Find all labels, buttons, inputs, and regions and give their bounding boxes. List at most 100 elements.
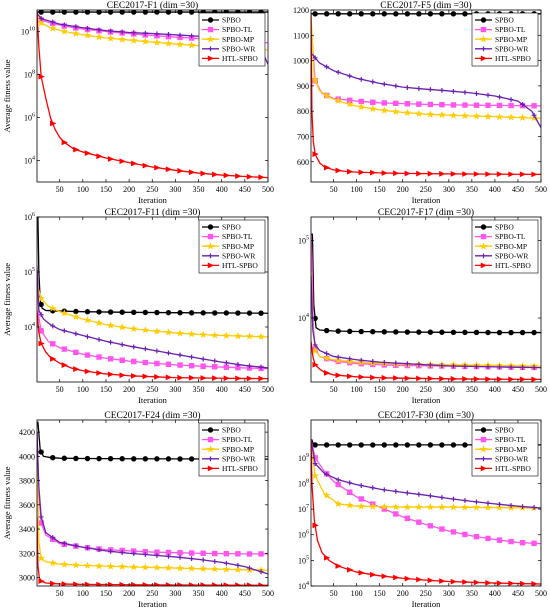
series-marker-spbo-mp	[472, 112, 481, 120]
series-marker-spbo-wr	[38, 514, 44, 520]
x-tick-label: 350	[193, 589, 205, 598]
y-axis-label: Average fitness value	[2, 59, 12, 132]
x-tick-label: 150	[374, 385, 386, 394]
x-tick-label: 350	[193, 185, 205, 194]
series-marker-spbo-tl	[165, 549, 172, 556]
series-marker-spbo-wr	[119, 29, 125, 35]
series-marker-spbo	[154, 10, 160, 15]
series-marker-spbo	[38, 449, 44, 455]
series-marker-htl-spbo	[223, 375, 230, 382]
x-tick-label: 300	[169, 589, 181, 598]
series-marker-spbo-mp	[222, 331, 231, 339]
series-marker-htl-spbo	[462, 376, 469, 382]
series-marker-spbo	[508, 329, 514, 336]
series-marker-spbo-wr	[439, 495, 445, 500]
y-axis-label: Average fitness value	[2, 263, 12, 336]
x-tick-label: 200	[397, 185, 409, 194]
series-marker-htl-spbo	[188, 374, 196, 381]
series-marker-htl-spbo	[358, 169, 365, 176]
series-marker-htl-spbo	[370, 374, 377, 381]
series-marker-spbo-tl	[107, 356, 114, 362]
plot-area	[311, 233, 541, 382]
series-marker-spbo-wr	[347, 480, 353, 486]
x-tick-label: 300	[443, 185, 455, 194]
legend-marker-spbo	[207, 427, 214, 433]
y-tick-label: 3600	[19, 501, 35, 510]
series-marker-htl-spbo	[393, 170, 400, 177]
series-marker-htl-spbo	[404, 375, 411, 382]
series-marker-spbo	[131, 10, 137, 15]
x-tick-label: 250	[146, 185, 158, 194]
series-marker-spbo-wr	[474, 364, 479, 369]
series-marker-spbo-wr	[177, 352, 183, 358]
series-marker-spbo-mp	[176, 40, 184, 48]
series-marker-spbo-wr	[497, 94, 502, 100]
y-tick-label: 105	[298, 235, 309, 245]
series-marker-htl-spbo	[131, 160, 138, 167]
series-marker-spbo-mp	[484, 503, 492, 511]
series-marker-spbo-wr	[200, 557, 206, 563]
legend-marker-spbo-tl	[480, 26, 487, 33]
series-marker-spbo	[212, 310, 218, 316]
series-marker-spbo-wr	[439, 88, 445, 93]
series-marker-spbo-mp	[472, 503, 481, 511]
x-tick-label: 400	[216, 589, 228, 598]
series-marker-htl-spbo	[508, 171, 515, 178]
series-marker-spbo	[200, 310, 206, 316]
series-marker-spbo-wr	[73, 331, 79, 337]
x-tick-label: 100	[351, 185, 363, 194]
series-marker-spbo-wr	[61, 328, 67, 334]
legend-label-spbo-tl: SPBO-TL	[222, 435, 253, 444]
series-marker-spbo-mp	[322, 491, 331, 499]
series-marker-spbo-wr	[358, 357, 364, 363]
series-marker-spbo	[462, 442, 468, 448]
series-marker-spbo-wr	[474, 91, 479, 96]
series-marker-htl-spbo	[485, 376, 492, 382]
series-marker-spbo-wr	[61, 540, 67, 546]
x-tick-label: 250	[420, 589, 432, 598]
legend-label-spbo-mp: SPBO-MP	[222, 242, 254, 251]
series-marker-spbo	[73, 455, 79, 462]
series-marker-htl-spbo	[200, 375, 207, 381]
series-marker-spbo-wr	[312, 55, 318, 61]
y-tick-label: 4200	[19, 428, 35, 437]
series-marker-htl-spbo	[258, 582, 265, 586]
series-marker-htl-spbo	[119, 581, 126, 586]
y-tick-label: 1010	[21, 27, 35, 37]
series-marker-spbo-mp	[187, 330, 196, 338]
x-tick-label: 50	[330, 589, 338, 598]
x-tick-label: 150	[374, 185, 386, 194]
panel-title: CEC2017-F11 (dim =30)	[105, 207, 201, 218]
series-marker-spbo	[393, 11, 399, 17]
series-marker-spbo-mp	[322, 354, 331, 362]
x-tick-label: 400	[216, 385, 228, 394]
series-marker-spbo-wr	[393, 83, 399, 89]
x-axis-label: Iteration	[412, 195, 442, 205]
series-marker-htl-spbo	[165, 374, 173, 381]
series-marker-spbo-wr	[370, 79, 376, 85]
series-marker-spbo-mp	[164, 39, 173, 47]
series-marker-spbo	[96, 10, 102, 15]
x-tick-label: 150	[374, 589, 386, 598]
series-marker-spbo-tl	[381, 100, 387, 106]
series-marker-spbo-mp	[426, 503, 435, 511]
x-tick-label: 150	[100, 385, 112, 394]
series-marker-spbo	[38, 301, 44, 308]
series-marker-spbo	[404, 442, 411, 448]
series-marker-htl-spbo	[177, 582, 184, 586]
series-marker-spbo-mp	[118, 562, 126, 570]
series-marker-spbo-wr	[189, 354, 195, 360]
series-marker-spbo	[50, 10, 56, 15]
series-marker-spbo-tl	[508, 102, 514, 109]
series-marker-htl-spbo	[323, 370, 331, 376]
series-marker-spbo	[119, 456, 125, 462]
series-marker-spbo	[427, 442, 434, 448]
series-marker-spbo-mp	[83, 561, 92, 569]
series-marker-spbo-tl	[531, 540, 537, 546]
series-marker-spbo-wr	[485, 364, 491, 370]
series-marker-htl-spbo	[416, 170, 423, 177]
series-marker-htl-spbo	[416, 375, 423, 382]
legend-label-spbo-tl: SPBO-TL	[222, 25, 253, 34]
